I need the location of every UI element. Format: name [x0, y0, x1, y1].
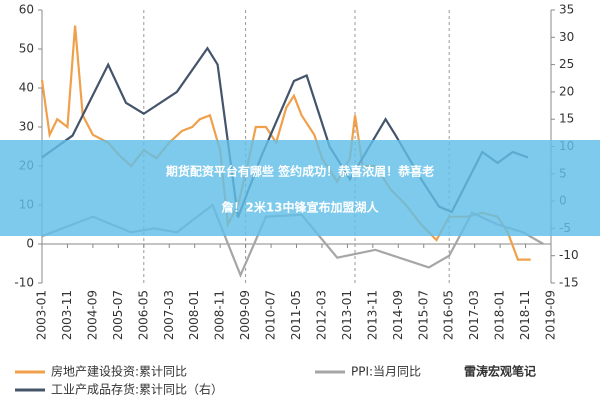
x-tick-label: 2007-03 — [162, 290, 176, 340]
y2-tick-label: 20 — [559, 84, 574, 98]
x-tick-label: 2015-07 — [416, 290, 430, 340]
y-tick-label: 40 — [19, 81, 34, 95]
legend-label: 工业产成品存货:累计同比（右） — [51, 382, 223, 397]
x-tick-label: 2013-11 — [365, 290, 379, 340]
x-tick-label: 2019-09 — [544, 290, 558, 340]
legend-label: PPI:当月同比 — [351, 365, 421, 379]
x-tick-label: 2014-09 — [391, 290, 405, 340]
y-tick-label: -10 — [14, 276, 34, 290]
y-tick-label: 0 — [26, 237, 34, 251]
banner-text: 期货配资平台有哪些 签约成功！恭喜浓眉！恭喜老 — [166, 164, 434, 179]
y-tick-label: 30 — [19, 120, 34, 134]
y2-tick-label: -15 — [559, 276, 579, 290]
y2-tick-label: 30 — [559, 30, 574, 44]
x-tick-label: 2016-05 — [442, 290, 456, 340]
y2-tick-label: 35 — [559, 3, 574, 17]
x-tick-label: 2017-03 — [467, 290, 481, 340]
x-tick-label: 2012-03 — [314, 290, 328, 340]
x-tick-label: 2011-05 — [289, 290, 303, 340]
x-tick-label: 2006-05 — [136, 290, 150, 340]
x-tick-label: 2004-09 — [85, 290, 99, 340]
watermark: 雷涛宏观笔记 — [464, 364, 536, 379]
banner-text: 詹！2米13中锋宣布加盟湖人 — [221, 200, 379, 215]
x-tick-label: 2010-07 — [264, 290, 278, 340]
x-tick-label: 2013-01 — [340, 290, 354, 340]
banner — [0, 140, 600, 236]
x-tick-label: 2003-11 — [60, 290, 74, 340]
x-tick-label: 2018-01 — [493, 290, 507, 340]
legend-label: 房地产建设投资:累计同比 — [51, 364, 187, 379]
x-tick-label: 2003-01 — [35, 290, 49, 340]
y2-tick-label: 15 — [559, 112, 574, 126]
x-tick-label: 2005-07 — [111, 290, 125, 340]
x-tick-label: 2009-09 — [238, 290, 252, 340]
y2-tick-label: 25 — [559, 57, 574, 71]
x-tick-label: 2008-01 — [187, 290, 201, 340]
y-tick-label: 60 — [19, 3, 34, 17]
x-tick-label: 2018-11 — [518, 290, 532, 340]
y2-tick-label: -10 — [559, 248, 579, 262]
x-tick-label: 2008-11 — [213, 290, 227, 340]
y-tick-label: 50 — [19, 42, 34, 56]
